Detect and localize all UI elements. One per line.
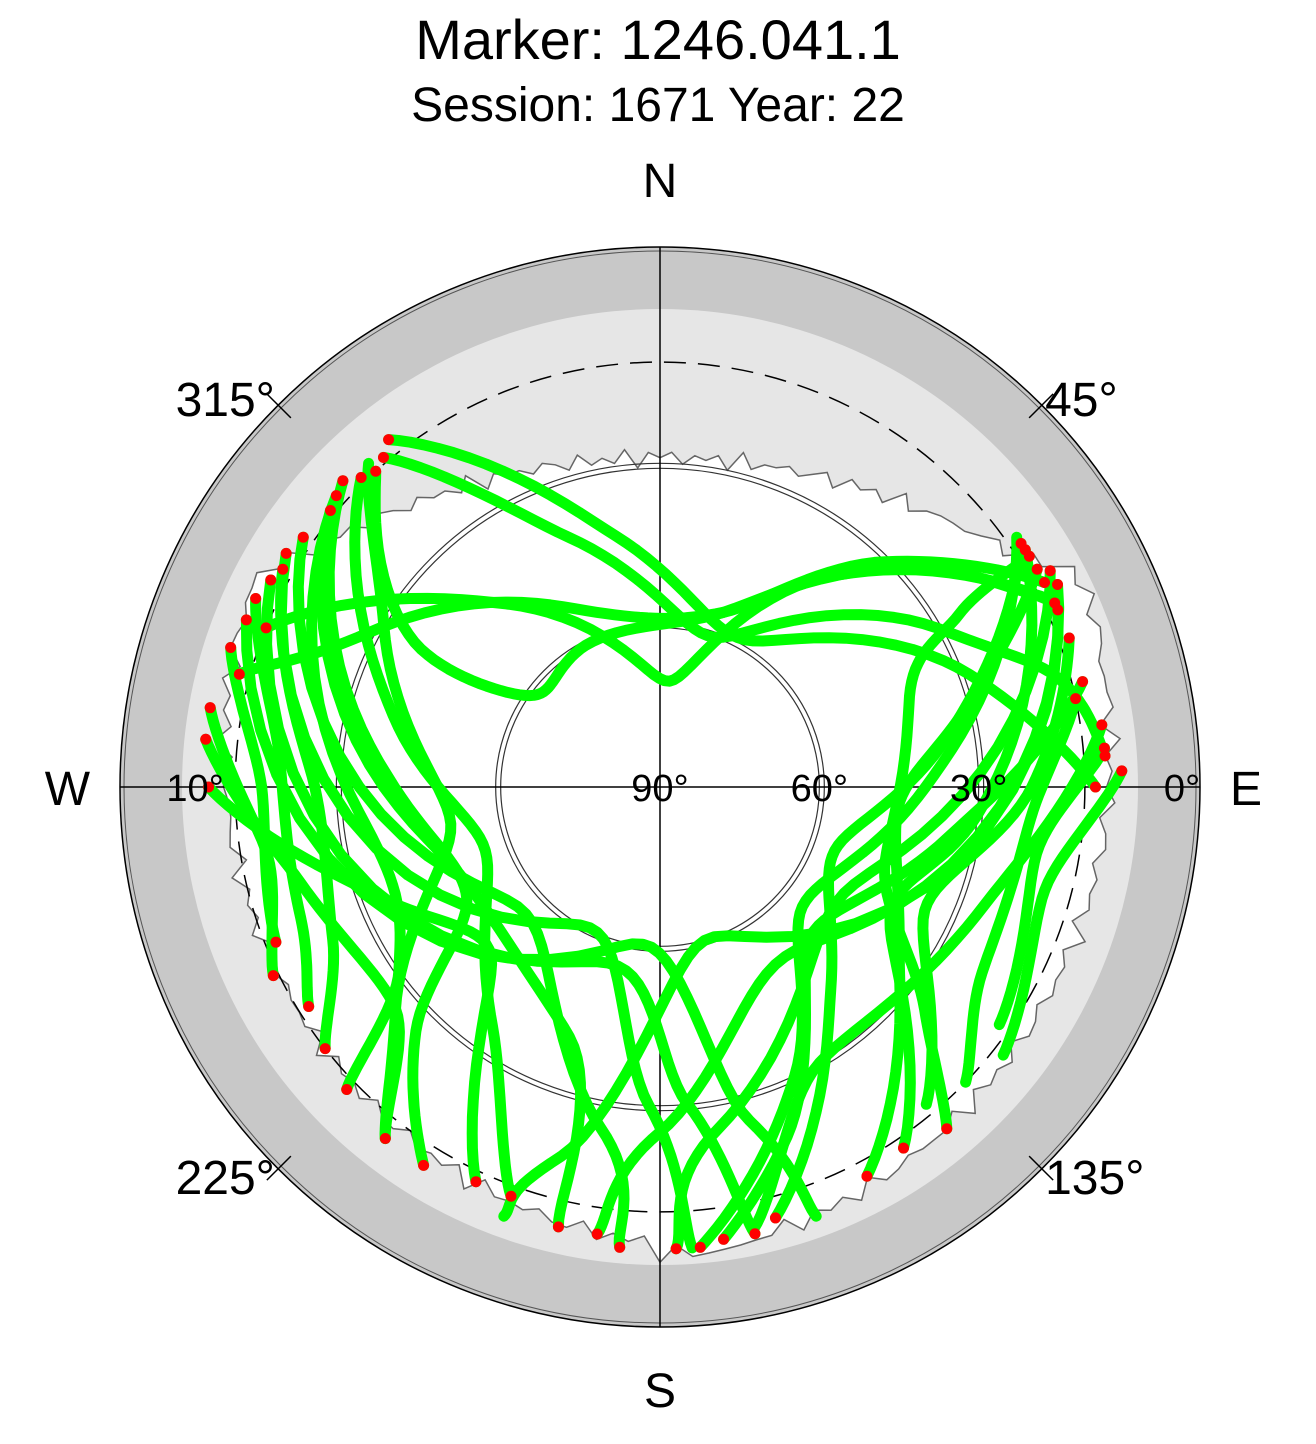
satellite-track-34: [369, 465, 1053, 702]
track-endpoint-12: [250, 592, 262, 604]
track-endpoint-54: [303, 1001, 315, 1013]
track-endpoint-46: [591, 1228, 603, 1240]
track-endpoint-51: [379, 1133, 391, 1145]
compass-label-s: S: [644, 1365, 676, 1418]
track-endpoint-31: [1070, 693, 1082, 705]
track-endpoint-19: [203, 781, 215, 793]
satellite-track-17: [378, 451, 1111, 762]
satellite-track-33: [240, 614, 822, 1222]
track-endpoint-32: [1096, 719, 1108, 731]
track-endpoint-2: [377, 451, 389, 463]
satellite-track-20: [349, 472, 517, 1202]
track-endpoint-39: [861, 1170, 873, 1182]
track-endpoint-11: [265, 574, 277, 586]
satellite-track-32: [261, 574, 761, 1240]
track-endpoint-17: [204, 702, 216, 714]
elevation-label-0: 0°: [1164, 768, 1200, 810]
track-endpoint-16: [233, 668, 245, 680]
track-endpoint-35: [1116, 765, 1128, 777]
elevation-label-60: 60°: [791, 768, 848, 810]
labels-layer: N E S W 45° 135° 225° 315° 0° 30° 60° 90° 10°: [45, 155, 1262, 1418]
track-endpoint-52: [341, 1084, 353, 1096]
track-endpoint-48: [505, 1190, 517, 1202]
track-endpoint-25: [1039, 577, 1051, 589]
track-endpoint-28: [1052, 604, 1064, 616]
track-endpoint-49: [470, 1176, 482, 1188]
track-endpoint-43: [694, 1241, 706, 1253]
track-endpoint-55: [267, 970, 279, 982]
azimuth-tick-315: [266, 393, 292, 419]
satellite-track-30: [292, 531, 630, 1253]
azimuth-label-315: 315°: [176, 374, 275, 427]
satellite-track-11: [997, 765, 1128, 1061]
track-endpoint-23: [1031, 563, 1043, 575]
track-endpoint-36: [1090, 781, 1102, 793]
satellite-track-31: [275, 547, 698, 1254]
track-endpoint-44: [670, 1243, 682, 1255]
track-endpoint-3: [383, 434, 395, 446]
azimuth-tick-135: [1028, 1155, 1054, 1181]
track-endpoint-22: [1023, 550, 1035, 562]
azimuth-label-45: 45°: [1045, 374, 1118, 427]
track-endpoint-7: [324, 504, 336, 516]
track-endpoint-1: [370, 465, 382, 477]
azimuth-label-135: 135°: [1045, 1152, 1144, 1205]
satellite-track-5: [770, 538, 1027, 1224]
track-endpoint-6: [330, 490, 342, 502]
track-endpoint-14: [240, 614, 252, 626]
track-endpoint-34: [1099, 750, 1111, 762]
tracks-layer: [200, 434, 1128, 1255]
track-endpoint-37: [941, 1123, 953, 1135]
satellite-track-9: [960, 693, 1082, 1088]
elevation-label-30: 30°: [950, 768, 1007, 810]
track-endpoint-18: [200, 733, 212, 745]
satellite-track-24: [250, 593, 315, 1012]
track-endpoint-5: [337, 475, 349, 487]
track-endpoint-45: [614, 1241, 626, 1253]
track-endpoint-8: [297, 531, 309, 543]
azimuth-tick-45: [1028, 393, 1054, 419]
track-endpoint-26: [1052, 578, 1064, 590]
azimuth-label-225: 225°: [176, 1152, 275, 1205]
azimuth-tick-225: [266, 1155, 292, 1181]
track-endpoint-29: [1063, 632, 1075, 644]
elevation-label-10: 10°: [166, 768, 223, 810]
satellite-track-21: [323, 475, 473, 1171]
elevation-label-90: 90°: [631, 768, 688, 810]
compass-label-w: W: [45, 763, 91, 816]
satellite-track-8: [917, 632, 1075, 1110]
compass-label-e: E: [1230, 763, 1262, 816]
satellite-track-27: [200, 733, 405, 1145]
track-endpoint-40: [769, 1212, 781, 1224]
track-endpoint-10: [277, 563, 289, 575]
track-endpoint-9: [280, 547, 292, 559]
track-endpoint-13: [260, 622, 272, 634]
satellite-track-18: [383, 434, 1101, 793]
track-endpoint-53: [319, 1043, 331, 1055]
track-endpoint-15: [225, 641, 237, 653]
track-endpoint-47: [552, 1221, 564, 1233]
track-endpoint-56: [270, 936, 282, 948]
track-endpoint-50: [418, 1159, 430, 1171]
track-endpoint-41: [749, 1228, 761, 1240]
chart-subtitle: Session: 1671 Year: 22: [411, 79, 905, 132]
track-endpoint-30: [1077, 676, 1089, 688]
track-endpoint-4: [355, 472, 367, 484]
compass-label-n: N: [643, 155, 678, 208]
track-endpoint-24: [1044, 565, 1056, 577]
endpoints-layer: [200, 434, 1128, 1255]
satellite-track-29: [315, 505, 587, 1233]
track-endpoint-38: [898, 1142, 910, 1154]
satellite-track-28: [203, 781, 498, 1188]
chart-title: Marker: 1246.041.1: [415, 8, 901, 71]
track-endpoint-42: [718, 1233, 730, 1245]
